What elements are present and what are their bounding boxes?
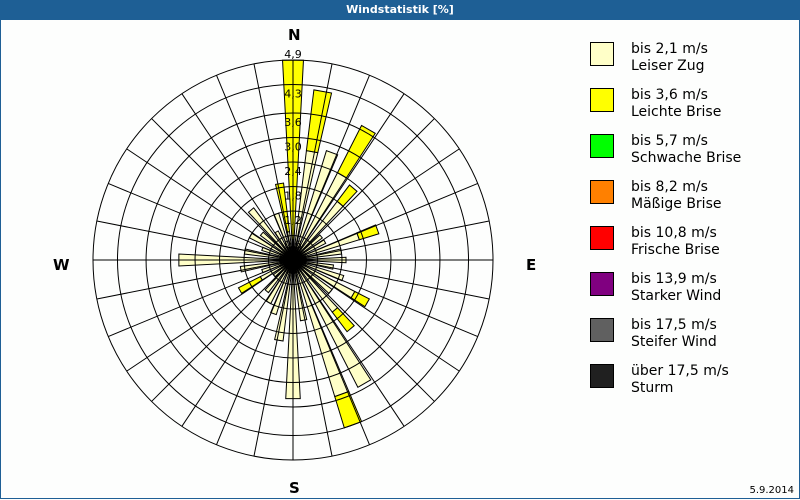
legend-range: bis 2,1 m/s <box>631 41 708 57</box>
ring-label: 1,2 <box>284 214 302 227</box>
wind-bar <box>305 89 333 154</box>
legend-swatch <box>590 88 614 112</box>
wind-bar <box>292 259 372 388</box>
legend-range: bis 10,8 m/s <box>631 225 717 241</box>
ring-label: 0,6 <box>284 239 302 252</box>
compass-east: E <box>526 256 537 274</box>
legend-swatch <box>590 364 614 388</box>
legend-swatch <box>590 180 614 204</box>
legend-swatch <box>590 272 614 296</box>
ring-label: 4,3 <box>284 87 302 100</box>
ring-label: 3,6 <box>284 116 302 129</box>
legend-swatch <box>590 134 614 158</box>
wind-bar <box>274 259 294 342</box>
legend-label: Frische Brise <box>631 242 720 258</box>
legend-label: Leiser Zug <box>631 58 705 74</box>
legend-swatch <box>590 226 614 250</box>
ring-label: 3,0 <box>284 141 302 154</box>
wind-bar <box>247 207 294 261</box>
wind-bar <box>350 290 371 308</box>
legend-swatch <box>590 42 614 66</box>
legend-label: Mäßige Brise <box>631 196 722 212</box>
compass-west: W <box>53 256 70 274</box>
wind-bar <box>336 124 376 179</box>
ring-label: 4,9 <box>284 48 302 61</box>
wind-bar <box>334 390 363 429</box>
wind-bar <box>331 307 355 333</box>
legend-range: bis 13,9 m/s <box>631 271 717 287</box>
legend-label: Steifer Wind <box>631 334 717 350</box>
legend-range: bis 3,6 m/s <box>631 87 708 103</box>
compass-south: S <box>289 479 300 497</box>
legend-range: bis 8,2 m/s <box>631 179 708 195</box>
legend-range: über 17,5 m/s <box>631 363 729 379</box>
legend-range: bis 17,5 m/s <box>631 317 717 333</box>
legend-label: Starker Wind <box>631 288 722 304</box>
legend-swatch <box>590 318 614 342</box>
legend-label: Schwache Brise <box>631 150 742 166</box>
compass-north: N <box>288 26 301 44</box>
ring-label: 2,4 <box>284 165 302 178</box>
date-label: 5.9.2014 <box>749 485 794 496</box>
legend-label: Sturm <box>631 380 674 396</box>
window-title: Windstatistik [%] <box>0 0 800 20</box>
legend-label: Leichte Brise <box>631 104 722 120</box>
ring-label: 1,8 <box>284 190 302 203</box>
legend-range: bis 5,7 m/s <box>631 133 708 149</box>
